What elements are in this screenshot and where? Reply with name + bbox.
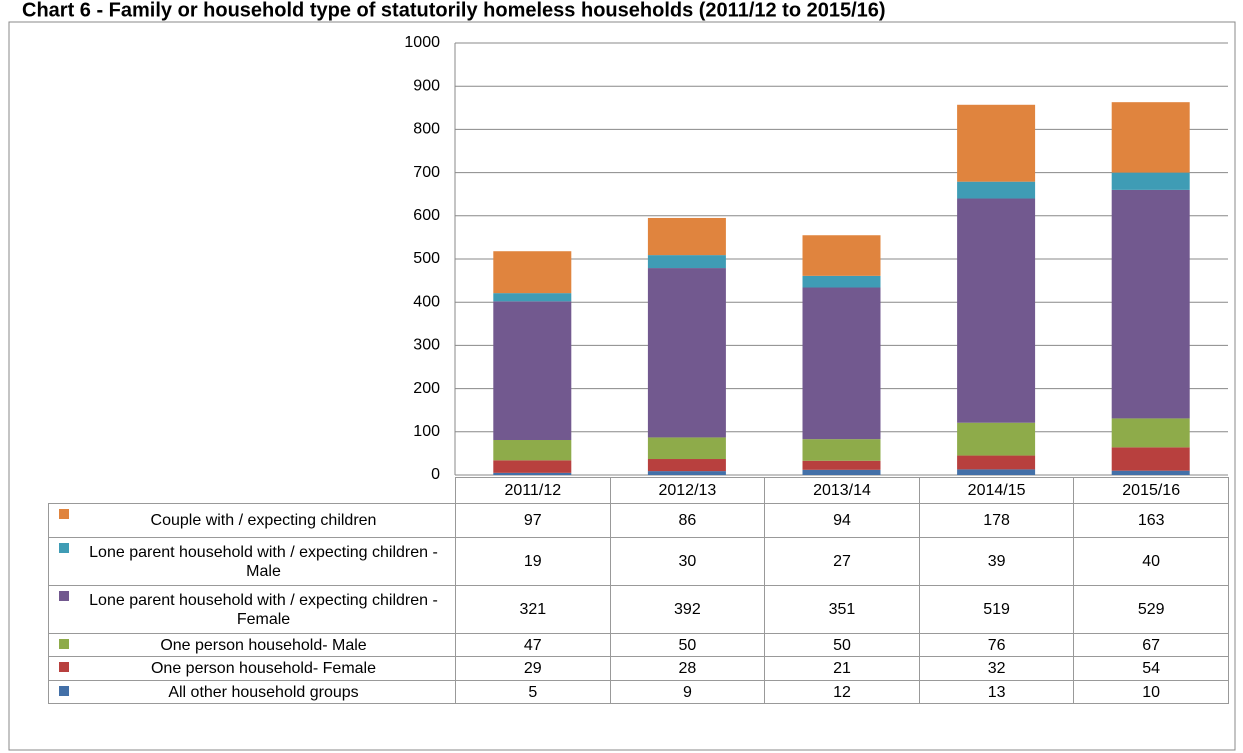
bar-segment <box>802 460 881 470</box>
y-tick-label: 200 <box>413 380 440 397</box>
bar-segment <box>957 104 1036 182</box>
chart-border <box>8 21 1236 751</box>
legend-entry: One person household- Female <box>48 656 456 681</box>
data-label: 27 <box>764 537 920 586</box>
bar-segment <box>1111 102 1190 173</box>
bar-segment <box>1111 189 1190 419</box>
y-tick-label: 600 <box>413 207 440 224</box>
legend-swatch <box>59 509 69 519</box>
data-label: 32 <box>918 656 1075 681</box>
data-label: 50 <box>609 633 766 657</box>
data-label: 19 <box>455 537 611 586</box>
bar-segment <box>802 469 881 475</box>
data-label: 76 <box>918 633 1075 657</box>
data-label: 178 <box>918 503 1075 538</box>
bar-segment <box>647 217 726 256</box>
bar-segment <box>957 455 1036 470</box>
legend-label: Lone parent household with / expecting c… <box>89 591 438 628</box>
legend-entry: Lone parent household with / expecting c… <box>48 537 456 586</box>
data-label: 529 <box>1073 585 1229 634</box>
data-label: 50 <box>764 633 920 657</box>
bar-segment <box>493 293 572 302</box>
chart-title: Chart 6 - Family or household type of st… <box>22 0 886 21</box>
data-label: 392 <box>609 585 766 634</box>
data-label: 28 <box>609 656 766 681</box>
x-tick-label: 2012/13 <box>609 477 766 504</box>
legend-swatch <box>59 591 69 601</box>
bar-segment <box>802 275 881 288</box>
legend-label: Couple with / expecting children <box>150 512 377 529</box>
bar-segment <box>647 471 726 475</box>
bar-segment <box>493 472 572 475</box>
bar-segment <box>957 198 1036 423</box>
data-label: 40 <box>1073 537 1229 586</box>
bar-segment <box>647 255 726 269</box>
x-tick-label: 2013/14 <box>764 477 920 504</box>
legend-entry: Couple with / expecting children <box>48 503 456 538</box>
data-label: 12 <box>764 680 920 704</box>
legend-label: One person household- Female <box>150 660 377 677</box>
data-label: 54 <box>1073 656 1229 681</box>
data-label: 21 <box>764 656 920 681</box>
data-label: 321 <box>455 585 611 634</box>
data-label: 13 <box>918 680 1075 704</box>
bar-segment <box>647 437 726 460</box>
bar-segment <box>957 422 1036 456</box>
bar-segment <box>1111 470 1190 475</box>
bar-segment <box>647 268 726 438</box>
bar-segment <box>1111 447 1190 471</box>
x-tick-label: 2015/16 <box>1073 477 1229 504</box>
x-tick-label: 2014/15 <box>918 477 1075 504</box>
legend-swatch <box>59 686 69 696</box>
data-label: 67 <box>1073 633 1229 657</box>
bar-segment <box>1111 418 1190 448</box>
bar-segment <box>493 460 572 473</box>
data-label: 5 <box>455 680 611 704</box>
legend-entry: Lone parent household with / expecting c… <box>48 585 456 634</box>
y-tick-label: 0 <box>431 466 440 483</box>
data-label: 351 <box>764 585 920 634</box>
bar-segment <box>802 287 881 440</box>
bar-segment <box>493 251 572 294</box>
bar-segment <box>1111 172 1190 190</box>
y-tick-label: 400 <box>413 293 440 310</box>
legend-swatch <box>59 662 69 672</box>
legend-label: One person household- Male <box>160 636 367 654</box>
y-tick-label: 1000 <box>404 34 440 51</box>
data-label: 163 <box>1073 503 1229 538</box>
y-tick-label: 800 <box>413 121 440 138</box>
bar-segment <box>647 459 726 472</box>
data-label: 97 <box>455 503 611 538</box>
y-tick-label: 700 <box>413 164 440 181</box>
legend-label: Lone parent household with / expecting c… <box>89 543 438 580</box>
x-tick-label: 2011/12 <box>455 477 611 504</box>
data-label: 39 <box>918 537 1075 586</box>
legend-swatch <box>59 543 69 553</box>
data-label: 29 <box>455 656 611 681</box>
legend-label: All other household groups <box>168 683 359 701</box>
y-tick-label: 300 <box>413 337 440 354</box>
y-tick-label: 900 <box>413 77 440 94</box>
data-label: 519 <box>918 585 1075 634</box>
bar-segment <box>493 301 572 441</box>
data-label: 10 <box>1073 680 1229 704</box>
legend-swatch <box>59 639 69 649</box>
data-label: 9 <box>609 680 766 704</box>
legend-entry: All other household groups <box>48 680 456 704</box>
data-label: 47 <box>455 633 611 657</box>
data-label: 86 <box>609 503 766 538</box>
y-tick-label: 500 <box>413 250 440 267</box>
legend-entry: One person household- Male <box>48 633 456 657</box>
bar-segment <box>802 439 881 461</box>
data-label: 30 <box>609 537 766 586</box>
bar-segment <box>957 469 1036 475</box>
y-tick-label: 100 <box>413 423 440 440</box>
bar-segment <box>957 181 1036 199</box>
bar-segment <box>493 440 572 461</box>
bar-segment <box>802 235 881 276</box>
data-label: 94 <box>764 503 920 538</box>
